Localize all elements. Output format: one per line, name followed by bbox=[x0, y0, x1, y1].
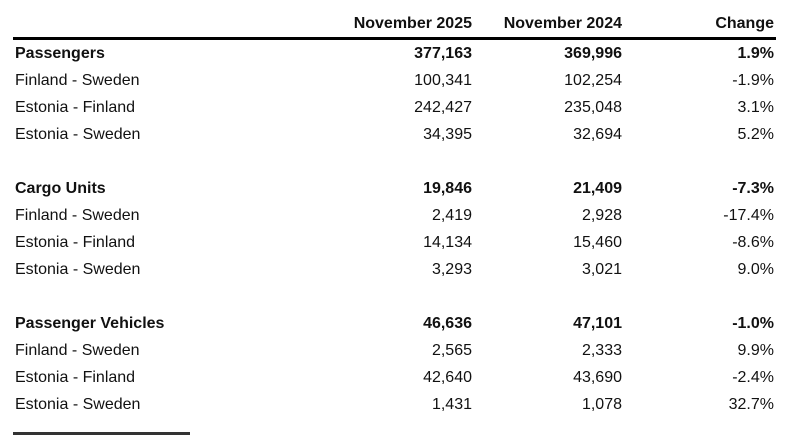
header-divider bbox=[13, 37, 776, 40]
value-nov-2024: 1,078 bbox=[581, 396, 622, 413]
table-row: Estonia - Finland 14,134 15,460 -8.6% bbox=[13, 229, 776, 256]
route-label: Estonia - Finland bbox=[15, 234, 136, 251]
table-row: Estonia - Finland 242,427 235,048 3.1% bbox=[13, 94, 776, 121]
value-nov-2025: 242,427 bbox=[414, 99, 472, 116]
table-row: Estonia - Sweden 3,293 3,021 9.0% bbox=[13, 256, 776, 283]
value-nov-2025: 42,640 bbox=[423, 369, 472, 386]
value-nov-2024: 2,333 bbox=[581, 342, 622, 359]
statistics-table: November 2025 November 2024 Change Passe… bbox=[13, 10, 776, 418]
value-change: 32.7% bbox=[728, 396, 774, 413]
value-change: 9.9% bbox=[737, 342, 774, 359]
value-change: 1.9% bbox=[737, 45, 774, 62]
table-header-row: November 2025 November 2024 Change bbox=[13, 10, 776, 37]
value-change: -2.4% bbox=[732, 369, 774, 386]
value-change: 9.0% bbox=[737, 261, 774, 278]
value-nov-2025: 377,163 bbox=[414, 45, 472, 62]
value-nov-2025: 1,431 bbox=[431, 396, 472, 413]
value-nov-2025: 3,293 bbox=[431, 261, 472, 278]
table-row: Estonia - Finland 42,640 43,690 -2.4% bbox=[13, 364, 776, 391]
value-change: -1.9% bbox=[732, 72, 774, 89]
value-nov-2024: 2,928 bbox=[581, 207, 622, 224]
value-change: -1.0% bbox=[732, 315, 774, 332]
value-nov-2024: 369,996 bbox=[564, 45, 622, 62]
route-label: Estonia - Sweden bbox=[15, 261, 141, 278]
value-nov-2024: 15,460 bbox=[573, 234, 622, 251]
value-nov-2025: 46,636 bbox=[423, 315, 472, 332]
route-label: Estonia - Finland bbox=[15, 369, 136, 386]
section-header-passenger-vehicles: Passenger Vehicles 46,636 47,101 -1.0% bbox=[13, 310, 776, 337]
table-row: Finland - Sweden 2,565 2,333 9.9% bbox=[13, 337, 776, 364]
section-header-cargo-units: Cargo Units 19,846 21,409 -7.3% bbox=[13, 175, 776, 202]
route-label: Estonia - Sweden bbox=[15, 396, 141, 413]
table-row: Finland - Sweden 100,341 102,254 -1.9% bbox=[13, 67, 776, 94]
value-change: -8.6% bbox=[732, 234, 774, 251]
section-label: Passenger Vehicles bbox=[15, 315, 165, 332]
route-label: Estonia - Finland bbox=[15, 99, 136, 116]
value-nov-2024: 21,409 bbox=[573, 180, 622, 197]
value-nov-2024: 3,021 bbox=[581, 261, 622, 278]
section-label: Cargo Units bbox=[15, 180, 106, 197]
section-spacer bbox=[13, 283, 776, 310]
value-nov-2025: 19,846 bbox=[423, 180, 472, 197]
value-nov-2025: 14,134 bbox=[423, 234, 472, 251]
value-change: -17.4% bbox=[723, 207, 774, 224]
value-change: 5.2% bbox=[737, 126, 774, 143]
value-nov-2025: 34,395 bbox=[423, 126, 472, 143]
route-label: Finland - Sweden bbox=[15, 207, 140, 224]
section-spacer bbox=[13, 148, 776, 175]
value-change: 3.1% bbox=[737, 99, 774, 116]
value-nov-2025: 2,419 bbox=[431, 207, 472, 224]
value-nov-2024: 32,694 bbox=[573, 126, 622, 143]
value-nov-2024: 43,690 bbox=[573, 369, 622, 386]
section-label: Passengers bbox=[15, 45, 105, 62]
route-label: Finland - Sweden bbox=[15, 72, 140, 89]
value-nov-2025: 2,565 bbox=[431, 342, 472, 359]
value-nov-2025: 100,341 bbox=[414, 72, 472, 89]
table-row: Estonia - Sweden 1,431 1,078 32.7% bbox=[13, 391, 776, 418]
column-header-nov-2025: November 2025 bbox=[353, 15, 472, 32]
column-header-change: Change bbox=[715, 15, 774, 32]
value-nov-2024: 102,254 bbox=[564, 72, 622, 89]
partial-bottom-border bbox=[13, 432, 190, 435]
table-row: Finland - Sweden 2,419 2,928 -17.4% bbox=[13, 202, 776, 229]
route-label: Finland - Sweden bbox=[15, 342, 140, 359]
value-change: -7.3% bbox=[732, 180, 774, 197]
column-header-nov-2024: November 2024 bbox=[503, 15, 622, 32]
value-nov-2024: 47,101 bbox=[573, 315, 622, 332]
value-nov-2024: 235,048 bbox=[564, 99, 622, 116]
route-label: Estonia - Sweden bbox=[15, 126, 141, 143]
section-header-passengers: Passengers 377,163 369,996 1.9% bbox=[13, 40, 776, 67]
table-row: Estonia - Sweden 34,395 32,694 5.2% bbox=[13, 121, 776, 148]
